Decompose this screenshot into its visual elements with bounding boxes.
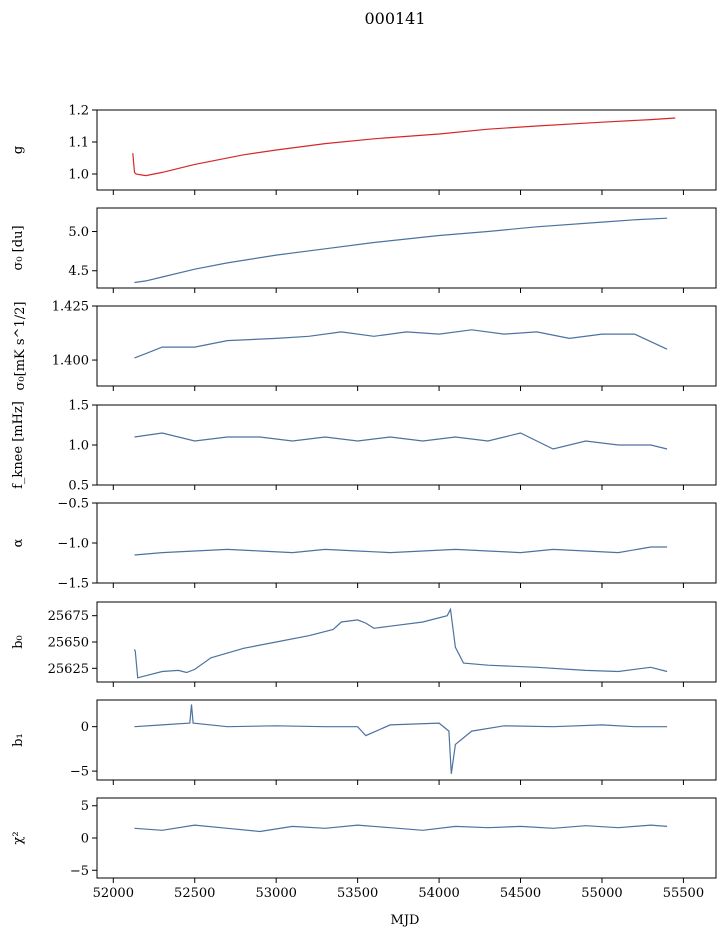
series-line: [134, 704, 668, 774]
panels: 1.0 1.1 1.2 g 4.5 5.0 σ₀ [du] 1.400 1.425 σ₀[mK s…: [11, 104, 717, 901]
x-tick-label: 53000: [256, 886, 297, 901]
x-tick-label: 52500: [174, 886, 215, 901]
y-tick-label: 1.400: [52, 354, 89, 369]
figure-title: 000141: [364, 9, 425, 28]
panel-frame: [96, 601, 717, 683]
y-tick-label: −0.5: [57, 497, 89, 512]
x-axis-label: MJD: [391, 913, 420, 928]
y-tick-label: 25650: [48, 636, 89, 651]
x-tick-label: 55500: [663, 886, 704, 901]
panel-b0: 25625 25650 25675 b₀: [11, 601, 717, 687]
y-axis-label: σ₀ [du]: [11, 225, 26, 270]
series-line: [134, 432, 668, 450]
y-tick-label: −1.5: [57, 577, 89, 592]
panel-frame: [96, 699, 717, 781]
y-tick-label: 1.0: [68, 168, 89, 183]
panel-frame: [96, 109, 717, 191]
y-tick-label: 0: [81, 832, 89, 847]
panel-sigma0_mks: 1.400 1.425 σ₀[mK s^1/2]: [13, 300, 717, 391]
y-tick-label: 1.1: [68, 136, 89, 151]
panel-frame: [96, 502, 717, 584]
y-tick-label: 4.5: [68, 264, 89, 279]
y-axis-label: σ₀[mK s^1/2]: [13, 302, 28, 391]
x-tick-label: 54000: [418, 886, 459, 901]
series-line: [134, 217, 668, 284]
y-axis-label: b₁: [11, 733, 26, 747]
y-tick-label: 5: [81, 799, 89, 814]
y-axis-label: χ²: [11, 831, 26, 844]
panel-sigma0: 4.5 5.0 σ₀ [du]: [11, 207, 717, 293]
y-tick-label: −5: [70, 864, 89, 879]
panel-b1: −5 0 b₁: [11, 699, 717, 785]
panel-alpha: −1.5 −1.0 −0.5 α: [11, 497, 717, 592]
x-tick-label: 53500: [337, 886, 378, 901]
y-tick-label: −5: [70, 765, 89, 780]
series-line: [134, 329, 668, 359]
panel-fknee: 0.5 1.0 1.5 f_knee [mHz]: [11, 399, 717, 494]
y-axis-label: b₀: [11, 635, 26, 649]
x-tick-label: 52000: [93, 886, 134, 901]
y-tick-label: 1.2: [68, 104, 89, 119]
y-tick-label: 1.5: [68, 399, 89, 414]
panel-g: 1.0 1.1 1.2 g: [11, 104, 717, 195]
panel-chi2: −5 0 5 χ² 52000 52500 53000 53500 54000 54500 5500…: [11, 797, 717, 901]
panel-frame: [96, 207, 717, 289]
panel-frame: [96, 797, 717, 879]
y-axis-label: g: [11, 146, 26, 154]
y-axis-label: f_knee [mHz]: [11, 401, 26, 489]
y-tick-label: −1.0: [57, 537, 89, 552]
y-tick-label: 0: [81, 720, 89, 735]
series-line: [133, 607, 668, 679]
series-line: [134, 546, 668, 556]
y-tick-label: 25625: [48, 662, 89, 677]
series-line: [134, 824, 668, 833]
y-tick-label: 0.5: [68, 479, 89, 494]
panel-frame: [96, 305, 717, 387]
y-tick-label: 1.0: [68, 439, 89, 454]
y-tick-label: 25675: [48, 609, 89, 624]
y-tick-label: 1.425: [52, 300, 89, 315]
x-tick-label: 55000: [581, 886, 622, 901]
y-tick-label: 5.0: [68, 225, 89, 240]
y-axis-label: α: [11, 538, 26, 547]
x-tick-label: 54500: [500, 886, 541, 901]
series-line: [132, 117, 676, 177]
